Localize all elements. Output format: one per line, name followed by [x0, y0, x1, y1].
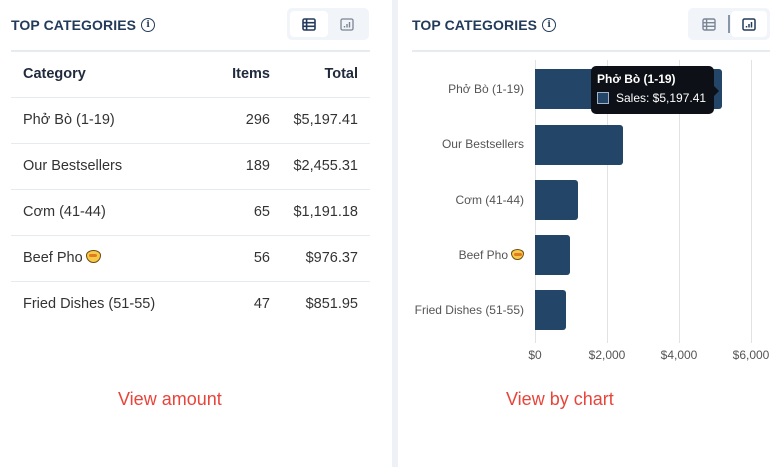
- panel-divider: [392, 0, 398, 467]
- bowl-icon: [511, 249, 524, 260]
- panel-title: TOP CATEGORIES i: [412, 17, 557, 33]
- bar-fried-dishes[interactable]: [535, 290, 566, 330]
- gridline: [607, 60, 608, 343]
- category-cell: Phở Bò (1-19): [11, 97, 190, 144]
- items-cell: 296: [190, 97, 270, 144]
- category-cell: Fried Dishes (51-55): [23, 296, 156, 313]
- items-cell: 56: [190, 235, 270, 282]
- category-cell: Cơm (41-44): [11, 189, 190, 236]
- view-amount-caption: View amount: [118, 389, 222, 409]
- y-axis-label: Beef Pho: [459, 248, 524, 262]
- bar-beef-pho[interactable]: [535, 235, 570, 275]
- table-icon: [302, 17, 316, 31]
- bar-com[interactable]: [535, 180, 578, 220]
- panel-title: TOP CATEGORIES i: [11, 17, 156, 33]
- chart-view-button[interactable]: [328, 11, 366, 37]
- bar-our-bestsellers[interactable]: [535, 125, 623, 165]
- table-view-button[interactable]: [290, 11, 328, 37]
- title-divider: [412, 50, 770, 52]
- top-categories-chart-panel: TOP CATEGORIES i Phở Bò (1-19) Our Bests…: [398, 0, 782, 467]
- table-row: Phở Bò (1-19) 296 $5,197.41: [11, 97, 370, 144]
- column-header-items[interactable]: Items: [190, 52, 270, 98]
- x-axis-tick: $6,000: [732, 348, 770, 362]
- category-cell: Our Bestsellers: [11, 143, 190, 190]
- toggle-separator: [728, 15, 730, 33]
- bar-chart-icon: [742, 17, 756, 31]
- items-cell: 65: [190, 189, 270, 236]
- table-row: Cơm (41-44) 65 $1,191.18: [11, 189, 370, 236]
- x-axis-tick: $2,000: [588, 348, 626, 362]
- series-swatch-icon: [597, 92, 609, 104]
- items-cell: 189: [190, 143, 270, 190]
- y-axis-label: Phở Bò (1-19): [448, 82, 524, 96]
- view-by-chart-caption: View by chart: [506, 389, 614, 409]
- total-cell: $1,191.18: [270, 189, 370, 236]
- tooltip-row: Sales: $5,197.41: [597, 91, 708, 105]
- view-toggle: [688, 8, 770, 40]
- column-header-total[interactable]: Total: [270, 52, 370, 98]
- bar-chart-icon: [340, 17, 354, 31]
- total-cell: $2,455.31: [270, 143, 370, 190]
- total-cell: $976.37: [270, 235, 370, 282]
- y-axis-label: Cơm (41-44): [455, 193, 524, 207]
- view-toggle: [287, 8, 369, 40]
- categories-table: Category Items Total Phở Bò (1-19) 296 $…: [11, 52, 370, 327]
- table-row: Our Bestsellers 189 $2,455.31: [11, 143, 370, 190]
- x-axis-tick: $4,000: [660, 348, 698, 362]
- table-header-row: Category Items Total: [11, 52, 370, 98]
- y-axis-label: Our Bestsellers: [441, 137, 524, 151]
- top-categories-table-panel: TOP CATEGORIES i Category Items Total Ph…: [11, 8, 370, 409]
- x-axis-tick: $0: [528, 348, 542, 362]
- table-row: Fried Dishes (51-55) 47 $851.95: [11, 281, 370, 327]
- column-header-category[interactable]: Category: [11, 52, 190, 98]
- table-row: Beef Pho 56 $976.37: [11, 235, 370, 282]
- info-icon[interactable]: i: [141, 18, 156, 32]
- bowl-icon: [85, 250, 101, 263]
- total-cell: $5,197.41: [270, 97, 370, 144]
- tooltip-value: Sales: $5,197.41: [616, 91, 707, 105]
- sales-bar-chart: Phở Bò (1-19) Our Bestsellers Cơm (41-44…: [398, 52, 782, 372]
- chart-view-button[interactable]: [730, 11, 767, 37]
- items-cell: 47: [253, 296, 270, 313]
- y-axis-label: Fried Dishes (51-55): [414, 303, 524, 317]
- title-divider: [11, 50, 370, 52]
- chart-tooltip: Phở Bò (1-19) Sales: $5,197.41: [591, 66, 719, 114]
- table-view-button[interactable]: [691, 11, 727, 37]
- info-icon[interactable]: i: [542, 18, 557, 32]
- category-cell: Beef Pho: [11, 235, 190, 282]
- tooltip-title: Phở Bò (1-19): [597, 72, 676, 86]
- gridline: [751, 60, 752, 343]
- total-cell: $851.95: [305, 296, 358, 313]
- table-icon: [702, 17, 716, 31]
- gridline: [679, 60, 680, 343]
